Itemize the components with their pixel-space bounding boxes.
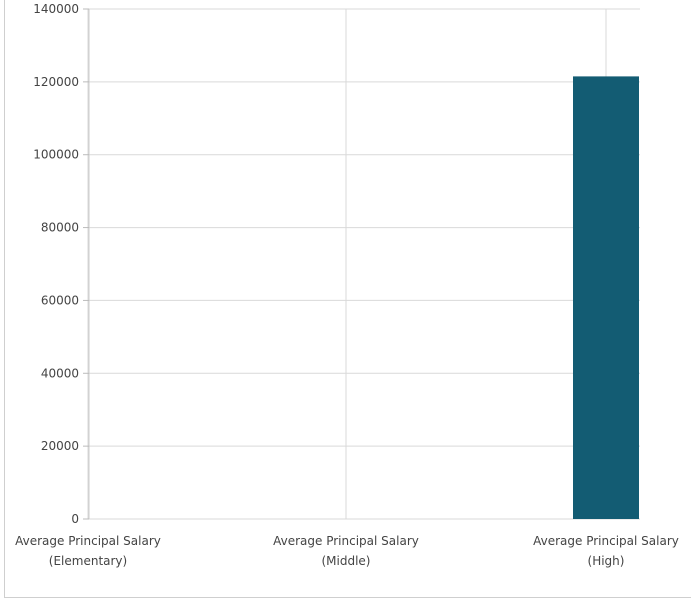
x-category-line: (Elementary) — [49, 554, 127, 568]
y-tick-label: 0 — [71, 512, 79, 526]
x-category-line: Average Principal Salary — [15, 534, 161, 548]
x-axis-categories: Average Principal Salary (Elementary)Aver… — [15, 534, 679, 568]
x-category-label: Average Principal Salary (Elementary) — [15, 534, 161, 568]
y-tick-label: 80000 — [41, 221, 79, 235]
bar-2 — [573, 76, 639, 520]
x-category-line: (High) — [588, 554, 625, 568]
gridlines — [87, 8, 640, 520]
x-category-line: Average Principal Salary — [533, 534, 679, 548]
y-tick-label: 120000 — [33, 75, 79, 89]
y-tick-label: 40000 — [41, 366, 79, 380]
y-tick-label: 140000 — [33, 2, 79, 16]
y-tick-label: 20000 — [41, 439, 79, 453]
x-category-line: (Middle) — [321, 554, 370, 568]
y-axis-ticks: 0 20000 40000 60000 80000 100000 120000 140000 — [33, 2, 89, 526]
chart-frame — [4, 0, 691, 598]
x-category-line: Average Principal Salary — [273, 534, 419, 548]
bars — [573, 76, 639, 520]
x-category-label: Average Principal Salary (High) — [533, 534, 679, 568]
x-category-label: Average Principal Salary (Middle) — [273, 534, 419, 568]
y-tick-label: 100000 — [33, 148, 79, 162]
y-tick-label: 60000 — [41, 293, 79, 307]
